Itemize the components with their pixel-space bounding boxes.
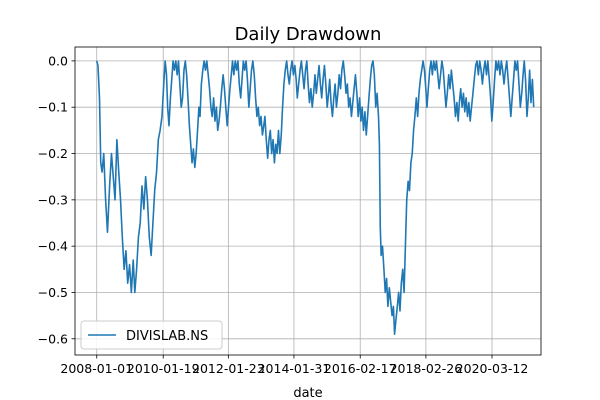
legend-box [80,320,223,350]
x-tick-label: 2016-02-17 [324,361,397,376]
x-axis: 2008-01-012010-01-192012-01-232014-01-31… [60,355,528,376]
x-tick-label: 2010-01-19 [127,361,200,376]
x-tick-label: 2018-02-26 [390,361,463,376]
x-tick-label: 2020-03-12 [456,361,529,376]
legend: DIVISLAB.NS [80,320,223,350]
x-tick-label: 2014-01-31 [258,361,331,376]
x-tick-label: 2012-01-23 [192,361,265,376]
legend-label: DIVISLAB.NS [126,329,208,344]
y-tick-label: −0.4 [38,239,68,254]
plot-frame [74,46,542,356]
series-layer [95,60,535,335]
y-axis: 0.0 −0.1 −0.2 −0.3 −0.4 −0.5 −0.6 [38,53,75,346]
x-axis-label: date [293,386,322,400]
x-tick-label: 2008-01-01 [60,361,133,376]
y-tick-label: −0.3 [38,192,68,207]
chart-title: Daily Drawdown [235,24,382,45]
y-tick-label: 0.0 [48,53,68,68]
y-tick-label: −0.5 [38,285,68,300]
y-tick-label: −0.2 [38,146,68,161]
series-line-0 [95,60,535,335]
y-tick-label: −0.6 [38,331,68,346]
y-tick-label: −0.1 [38,100,68,115]
y-gridlines [75,60,541,340]
